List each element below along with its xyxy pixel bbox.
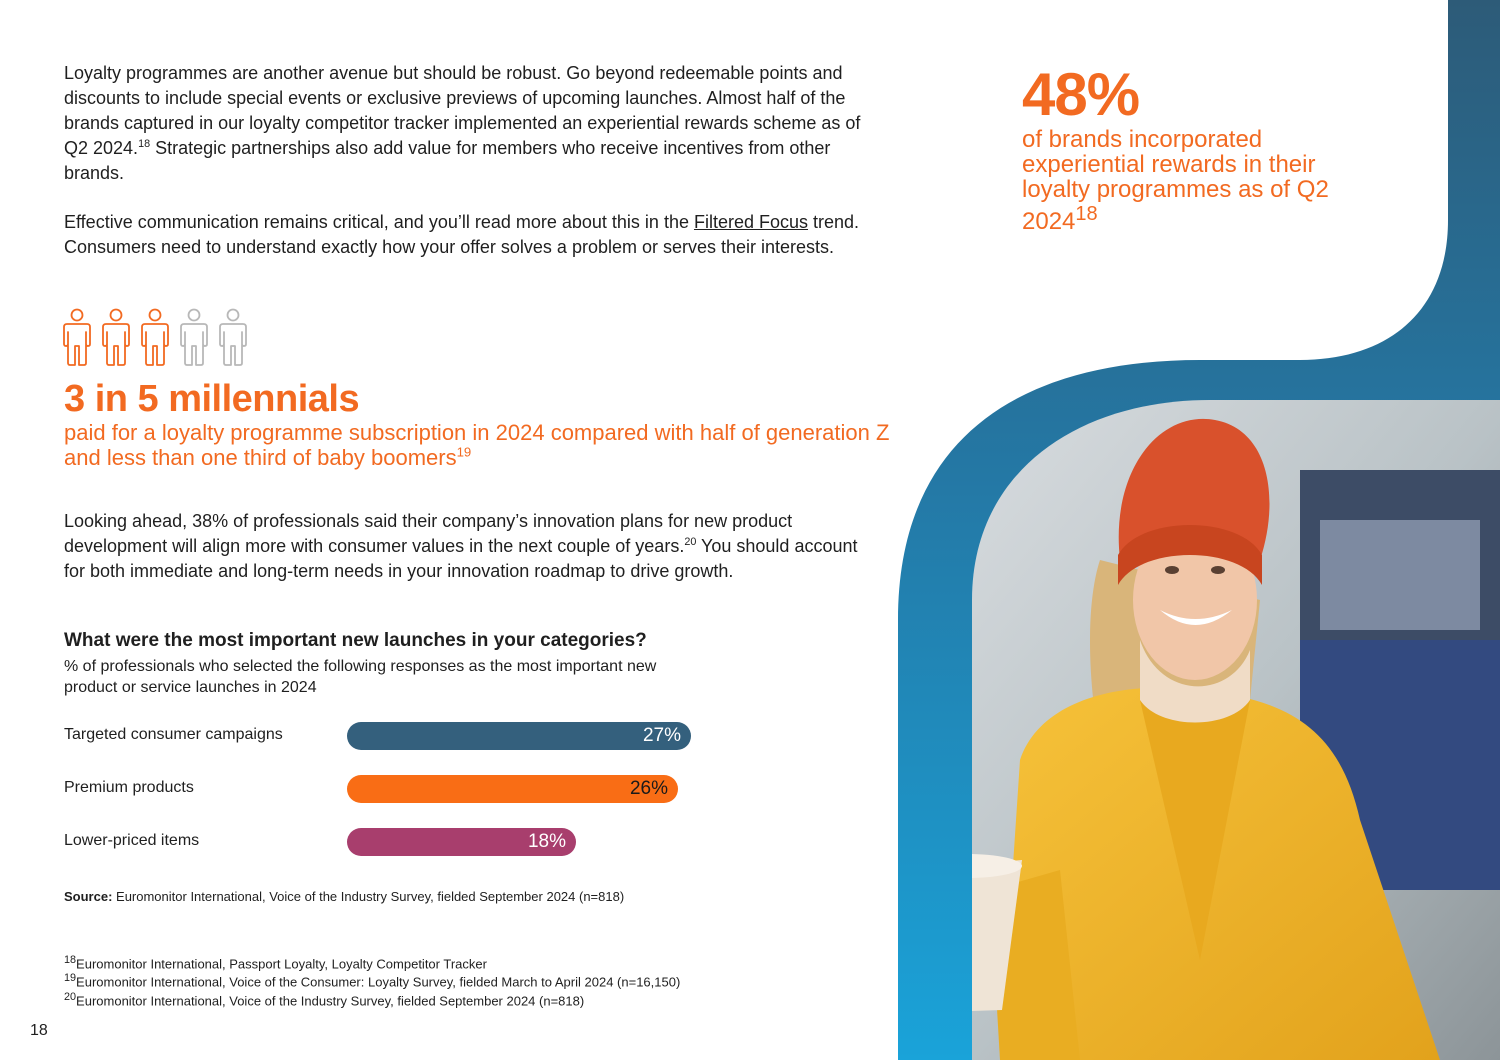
- bar: 26%: [347, 775, 678, 803]
- bar-row: Targeted consumer campaigns 27%: [64, 722, 704, 750]
- bar: 18%: [347, 828, 576, 856]
- page-number: 18: [30, 1022, 48, 1039]
- highlight-value: 48%: [1022, 61, 1140, 128]
- bar-row: Premium products 26%: [64, 775, 704, 803]
- photo-woman-with-coffee: [972, 400, 1500, 1060]
- outlook-paragraph: Looking ahead, 38% of professionals said…: [64, 511, 858, 581]
- bar-track: 26%: [347, 775, 691, 803]
- person-icon: [219, 308, 247, 366]
- millennials-description: paid for a loyalty programme subscriptio…: [64, 420, 890, 470]
- intro-paragraph-2: Effective communication remains critical…: [64, 212, 860, 257]
- person-icon: [63, 308, 91, 366]
- chart-title: What were the most important new launche…: [64, 630, 647, 651]
- bar-value-label: 27%: [642, 725, 681, 746]
- highlight-description: of brands incorporated experiential rewa…: [1022, 126, 1329, 235]
- people-icon-row: [62, 308, 262, 368]
- bar-track: 27%: [347, 722, 691, 750]
- chart-subtitle: % of professionals who selected the foll…: [64, 658, 657, 696]
- footnote-19: 19Euromonitor International, Voice of th…: [64, 972, 681, 990]
- footnotes: 18Euromonitor International, Passport Lo…: [64, 953, 680, 1008]
- bar: 27%: [347, 722, 691, 750]
- bar-value-label: 26%: [629, 778, 668, 799]
- bar-category-label: Lower-priced items: [64, 832, 200, 849]
- bar-category-label: Targeted consumer campaigns: [64, 726, 283, 743]
- filtered-focus-link[interactable]: Filtered Focus: [693, 212, 809, 232]
- bar-row: Lower-priced items 18%: [64, 828, 704, 856]
- person-icon: [180, 308, 208, 366]
- bar-value-label: 18%: [527, 831, 566, 852]
- person-icon: [102, 308, 130, 366]
- footnote-ref: 18: [138, 138, 151, 150]
- bar-track: 18%: [347, 828, 691, 856]
- source-note: Source: Euromonitor International, Voice…: [64, 889, 625, 904]
- bar-category-label: Premium products: [64, 779, 194, 796]
- intro-paragraph-1: Loyalty programmes are another avenue bu…: [64, 63, 861, 183]
- person-icon: [141, 308, 169, 366]
- footnote-18: 18Euromonitor International, Passport Lo…: [64, 954, 487, 972]
- footnote-20: 20Euromonitor International, Voice of th…: [64, 990, 585, 1008]
- millennials-headline: 3 in 5 millennials: [64, 378, 360, 420]
